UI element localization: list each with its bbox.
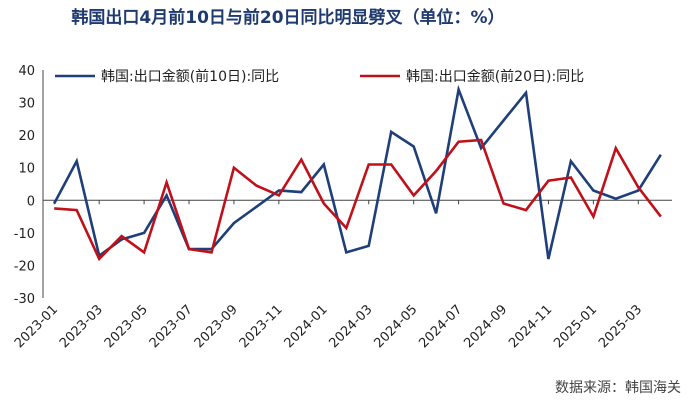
chart-lines	[53, 84, 662, 262]
x-tick-label: 2023-09	[192, 302, 241, 351]
x-tick-label: 2023-03	[57, 302, 106, 351]
source-note: 数据来源：韩国海关	[555, 380, 681, 396]
x-tick-label: 2024-11	[506, 302, 555, 351]
legend-label-2: 韩国:出口金额(前20日):同比	[406, 68, 584, 85]
chart-axes: -30-20-100102030402023-012023-032023-052…	[12, 64, 672, 351]
chart-title-text: 韩国出口4月前10日与前20日同比明显劈叉（单位：%）	[71, 8, 505, 28]
y-tick-label: -30	[14, 292, 35, 307]
series-line-1	[53, 84, 662, 260]
series-line-2	[54, 138, 662, 262]
x-tick-label: 2024-07	[416, 302, 465, 351]
chart-legend: 韩国:出口金额(前10日):同比 韩国:出口金额(前20日):同比	[55, 68, 584, 85]
y-tick-label: -20	[14, 259, 35, 274]
chart-title: 韩国出口4月前10日与前20日同比明显劈叉（单位：%）	[8, 4, 568, 32]
x-tick-label: 2023-11	[237, 302, 286, 351]
y-tick-label: 30	[18, 97, 35, 112]
y-tick-label: 10	[18, 162, 35, 177]
x-tick-label: 2023-07	[147, 302, 196, 351]
x-tick-label: 2025-03	[596, 302, 645, 351]
legend-label-1: 韩国:出口金额(前10日):同比	[101, 68, 279, 85]
x-tick-label: 2023-05	[102, 302, 151, 351]
y-tick-label: -10	[14, 227, 35, 242]
y-tick-label: 0	[27, 194, 35, 209]
x-tick-label: 2024-03	[327, 302, 376, 351]
y-tick-label: 20	[18, 129, 35, 144]
x-tick-label: 2024-01	[282, 302, 331, 351]
x-tick-label: 2023-01	[12, 302, 61, 351]
x-tick-label: 2024-05	[371, 302, 420, 351]
x-tick-label: 2024-09	[461, 302, 510, 351]
y-tick-label: 40	[18, 64, 35, 79]
x-tick-label: 2025-01	[551, 302, 600, 351]
